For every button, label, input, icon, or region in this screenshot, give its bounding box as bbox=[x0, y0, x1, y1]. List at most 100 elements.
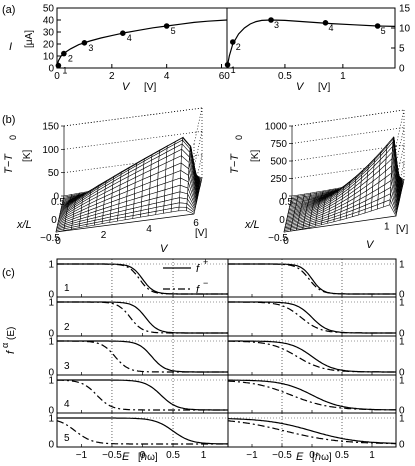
panel-b-left-zticks: 0 50 100 150 bbox=[42, 122, 64, 203]
fminus-curve bbox=[228, 340, 396, 373]
fminus-curve bbox=[56, 420, 228, 445]
tick-label: 0 bbox=[48, 64, 54, 75]
legend-fminus-sup: − bbox=[203, 278, 208, 288]
panel-label-c: (c) bbox=[2, 267, 15, 279]
data-point bbox=[120, 30, 126, 36]
panel-b-right-vlabel: V bbox=[366, 239, 375, 251]
tick-label: 0 bbox=[399, 368, 405, 379]
grid-line bbox=[395, 109, 405, 147]
grid-line bbox=[63, 154, 203, 174]
tick-label: −1 bbox=[246, 450, 258, 461]
axis-line bbox=[55, 213, 195, 233]
point-label: 1 bbox=[231, 65, 236, 75]
grid-line bbox=[291, 109, 405, 127]
grid-line bbox=[63, 130, 203, 150]
panel-b-right-zunit: [K] bbox=[250, 150, 261, 162]
tick-label: 1 bbox=[399, 298, 405, 309]
panel-a-right-yticks: 0 5 10 15 bbox=[391, 4, 411, 75]
tick-label: 1 bbox=[399, 376, 405, 387]
surface-cell bbox=[179, 197, 188, 204]
tick-label: 0.5 bbox=[279, 197, 293, 208]
panel-c-ylabel: f bbox=[5, 350, 17, 354]
panel-a-left-xticks: 0 2 4 6 bbox=[54, 64, 225, 82]
data-point bbox=[163, 23, 170, 29]
panel-b-right-surface bbox=[283, 136, 405, 233]
surface-cell bbox=[55, 228, 65, 233]
tick-label: 0 bbox=[51, 215, 57, 226]
panel-c-right-xlabel: E bbox=[296, 451, 304, 463]
tick-label: 100 bbox=[42, 145, 59, 156]
subplot-frame bbox=[56, 296, 229, 337]
tick-label: −1 bbox=[76, 450, 88, 461]
fminus-curve bbox=[56, 379, 228, 411]
tick-label: 150 bbox=[42, 122, 59, 133]
panel-c-ysup: α bbox=[0, 343, 10, 348]
tick-label: 1 bbox=[48, 337, 54, 348]
point-label: 4 bbox=[328, 23, 333, 33]
tick-label: 1 bbox=[340, 71, 346, 82]
tick-label: 0.5 bbox=[51, 197, 65, 208]
panel-b-left-vlabel: V bbox=[160, 243, 169, 255]
data-point bbox=[61, 50, 67, 57]
fplus-curve bbox=[228, 340, 396, 373]
fplus-curve bbox=[57, 379, 228, 411]
tick-label: 6 bbox=[219, 71, 225, 82]
panel-b-left-surface bbox=[55, 136, 203, 233]
legend-fplus-sup: + bbox=[203, 257, 208, 267]
fminus-curve bbox=[228, 263, 396, 295]
row-label: 1 bbox=[64, 283, 70, 294]
tick-label: 250 bbox=[270, 174, 287, 185]
panel-c-right-xunit: [ℏω] bbox=[312, 452, 332, 463]
row-label: 2 bbox=[64, 322, 70, 333]
fplus-curve bbox=[228, 263, 396, 295]
data-point bbox=[224, 62, 231, 68]
fminus-curve bbox=[57, 340, 228, 373]
tick-label: 1 bbox=[399, 260, 405, 271]
tick-label: 1 bbox=[201, 450, 207, 461]
data-point bbox=[322, 20, 329, 26]
tick-label: 1 bbox=[399, 414, 405, 425]
row-label: 4 bbox=[64, 399, 70, 410]
tick-label: 0 bbox=[48, 329, 54, 340]
fplus-curve bbox=[57, 301, 228, 334]
legend-fplus-label: f bbox=[196, 263, 200, 275]
point-label: 3 bbox=[274, 20, 279, 30]
tick-label: 15 bbox=[399, 4, 411, 15]
tick-label: 0 bbox=[399, 329, 405, 340]
tick-label: 4 bbox=[146, 224, 152, 235]
panel-b-right-zticks: 0 250 500 750 1000 bbox=[265, 122, 292, 203]
tick-label: 0 bbox=[281, 192, 287, 203]
tick-label: 40 bbox=[43, 16, 55, 27]
panel-b-left-vticks: 0 2 4 6 bbox=[55, 218, 199, 247]
panel-c-yarg: (E) bbox=[6, 327, 17, 340]
panel-c-row-labels: 1 2 3 4 5 bbox=[64, 283, 70, 444]
tick-label: 0 bbox=[309, 450, 315, 461]
panel-b-right-vticks: 01 bbox=[283, 222, 390, 247]
legend-fminus-label: f bbox=[196, 284, 200, 296]
tick-label: 10 bbox=[43, 52, 55, 63]
subplot-frame bbox=[227, 296, 397, 337]
grid-line bbox=[193, 107, 203, 145]
tick-label: 1 bbox=[48, 298, 54, 309]
tick-label: 2 bbox=[101, 230, 107, 241]
tick-label: 1 bbox=[48, 260, 54, 271]
tick-label: 5 bbox=[399, 44, 405, 55]
tick-label: 0.5 bbox=[335, 450, 349, 461]
panel-a-right-xticks: 0 0.5 1 bbox=[224, 64, 346, 82]
panel-b-right-zlabel: T−T bbox=[229, 153, 241, 174]
panel-a-left-points: 12 3 4 5 bbox=[55, 23, 176, 76]
grid-line bbox=[291, 127, 405, 144]
fplus-curve bbox=[228, 301, 396, 334]
tick-label: 0 bbox=[399, 406, 405, 417]
panel-b-right-xlabel: x/L bbox=[244, 219, 260, 231]
tick-label: 0 bbox=[54, 71, 60, 82]
tick-label: 50 bbox=[48, 168, 60, 179]
fminus-curve bbox=[57, 263, 228, 295]
tick-label: 2 bbox=[109, 71, 115, 82]
axis-line bbox=[283, 215, 397, 233]
